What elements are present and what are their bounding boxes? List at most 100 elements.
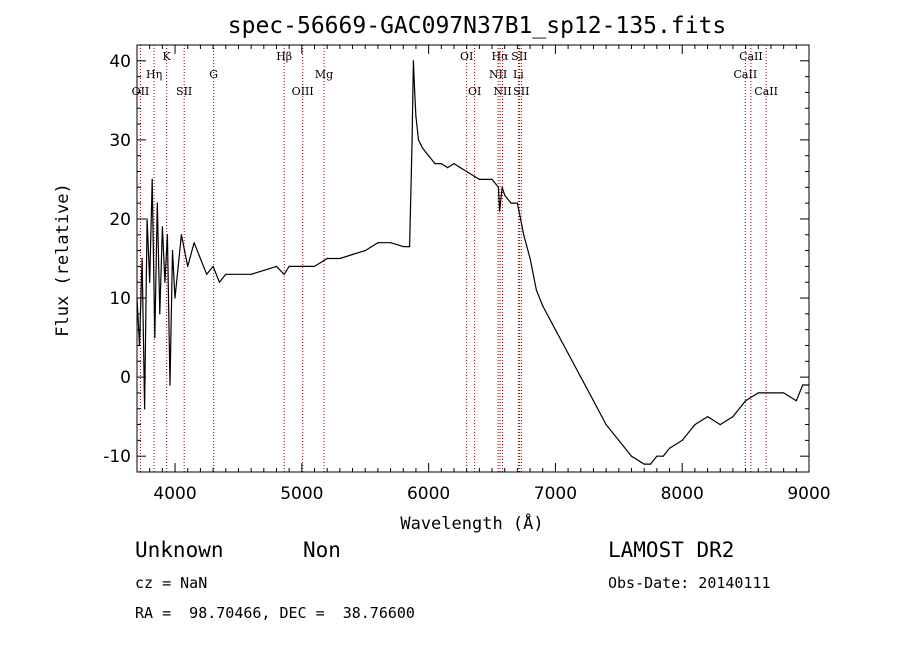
coordinates: RA = 98.70466, DEC = 38.76600	[135, 604, 415, 622]
line-marker-label: OI	[460, 50, 473, 63]
object-subclass: Non	[303, 538, 341, 562]
data-point	[301, 265, 303, 267]
data-point	[417, 139, 420, 141]
line-marker-label: NII	[489, 68, 507, 81]
object-class: Unknown	[135, 538, 224, 562]
line-marker-label: SII	[176, 85, 192, 98]
line-marker-label: OIII	[292, 85, 314, 98]
line-marker-label: SII	[511, 50, 527, 63]
data-point	[605, 424, 607, 426]
data-point	[770, 392, 772, 394]
data-point	[377, 242, 379, 244]
line-marker-label: G	[209, 68, 218, 81]
data-point	[447, 167, 449, 169]
data-point	[757, 392, 759, 394]
emission-line-markers: OIIHηKSIIGHβOIIIMgOIOIHαNIINIISIILiSIICa…	[132, 45, 778, 472]
data-point	[523, 234, 525, 236]
data-point	[478, 178, 480, 180]
redshift-cz: cz = NaN	[135, 574, 208, 592]
data-point	[592, 400, 595, 402]
data-point	[529, 257, 531, 260]
data-point	[668, 447, 671, 449]
data-point	[428, 155, 430, 157]
data-point	[497, 186, 499, 188]
data-point	[171, 250, 174, 252]
data-point	[510, 202, 512, 204]
data-point	[411, 139, 413, 141]
data-point	[783, 392, 785, 394]
data-point	[485, 178, 487, 180]
data-point	[263, 269, 265, 271]
data-point	[390, 242, 392, 244]
data-point	[567, 352, 569, 354]
data-point	[180, 234, 182, 236]
data-point	[630, 455, 633, 457]
x-axis-label: Wavelength (Å)	[400, 512, 543, 534]
y-axis: -10 0 10 20 30 40	[103, 44, 809, 473]
data-point	[618, 439, 620, 441]
x-tick-label: 7000	[534, 484, 577, 504]
line-marker-label: Li	[513, 68, 524, 81]
data-point	[732, 416, 734, 418]
x-tick-label: 6000	[407, 484, 450, 504]
data-point	[466, 170, 468, 173]
y-tick-label: 30	[109, 131, 131, 151]
data-point	[364, 250, 366, 252]
data-point	[643, 463, 645, 465]
line-marker-label: Hη	[146, 68, 162, 81]
data-point	[459, 167, 461, 169]
data-point	[187, 265, 189, 267]
data-point	[802, 384, 804, 386]
data-point	[141, 257, 143, 260]
data-point	[146, 218, 148, 220]
data-point	[501, 186, 503, 188]
data-point	[707, 416, 709, 418]
flux-series	[136, 60, 810, 465]
data-point	[174, 297, 176, 299]
data-point	[283, 273, 285, 275]
data-point	[694, 424, 696, 426]
data-point	[156, 202, 158, 204]
data-point	[159, 313, 161, 315]
chart-title: spec-56669-GAC097N37B1_sp12-135.fits	[228, 13, 727, 39]
data-point	[218, 281, 220, 283]
line-marker-label: CaII	[739, 50, 763, 63]
data-point	[649, 463, 652, 465]
series-line-0	[136, 60, 809, 465]
data-point	[745, 400, 747, 402]
line-marker-label: Hβ	[276, 50, 292, 63]
data-point	[421, 147, 423, 149]
data-point	[250, 273, 252, 275]
data-point	[169, 384, 171, 386]
data-point	[414, 91, 416, 93]
data-point	[199, 257, 201, 260]
data-point	[313, 265, 316, 267]
y-axis-label: Flux (relative)	[53, 183, 73, 337]
y-tick-label: 0	[120, 368, 131, 388]
data-point	[440, 163, 442, 165]
data-point	[580, 376, 582, 378]
data-point	[412, 60, 414, 62]
data-point	[206, 273, 208, 275]
data-point	[795, 400, 797, 402]
data-point	[151, 178, 153, 180]
survey-name: LAMOST DR2	[608, 538, 735, 562]
data-point	[491, 178, 493, 180]
data-point	[409, 246, 411, 248]
line-marker-label: Mg	[315, 68, 333, 81]
data-point	[193, 242, 195, 244]
y-tick-label: 20	[109, 210, 131, 230]
data-point	[212, 265, 214, 267]
data-point	[453, 163, 455, 165]
x-tick-label: 5000	[280, 484, 323, 504]
data-point	[154, 337, 156, 339]
data-point	[472, 174, 474, 177]
data-point	[415, 115, 417, 117]
data-point	[351, 253, 354, 256]
y-tick-label: -10	[103, 447, 131, 467]
data-point	[237, 273, 239, 275]
data-point	[535, 289, 538, 291]
data-point	[339, 257, 341, 260]
data-point	[166, 234, 168, 236]
